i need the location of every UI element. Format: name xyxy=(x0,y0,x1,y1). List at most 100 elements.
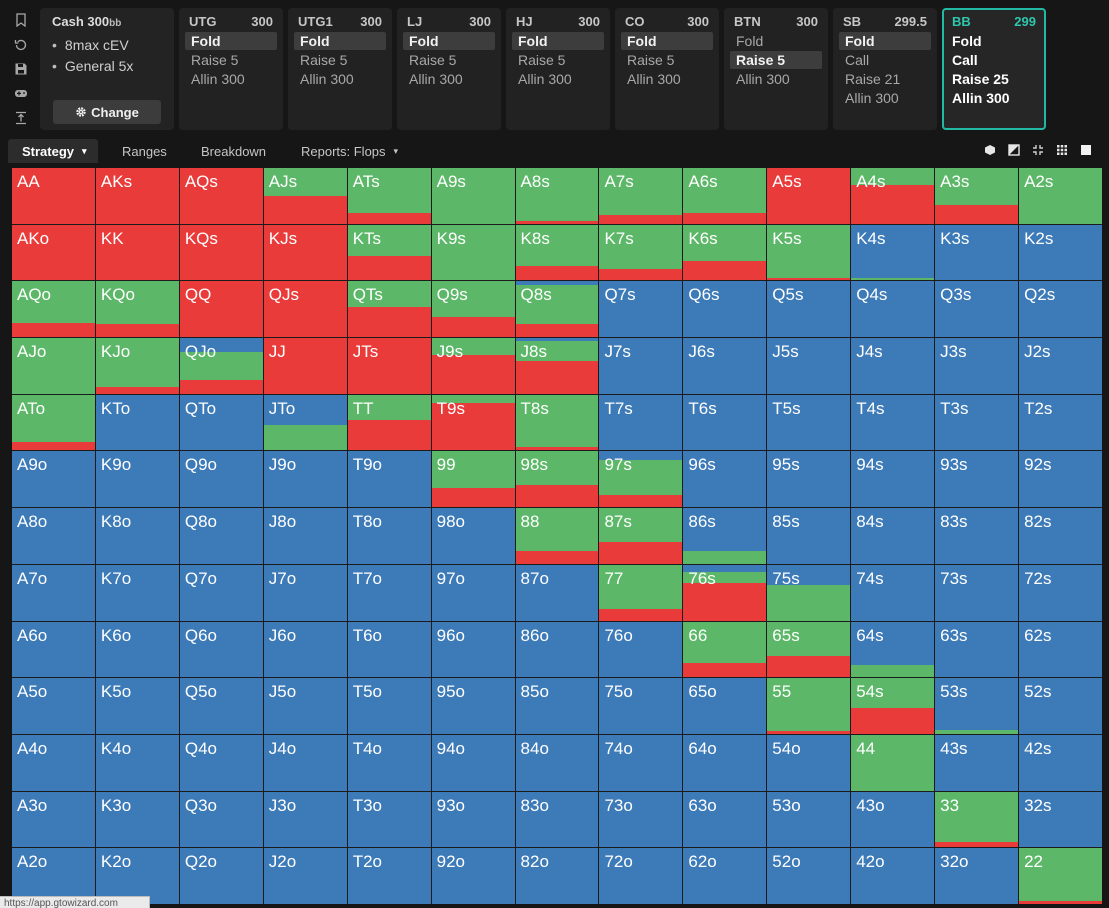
hand-cell-62o[interactable]: 62o xyxy=(683,848,767,904)
hand-cell-aqs[interactable]: AQs xyxy=(179,168,263,224)
hand-cell-a6o[interactable]: A6o xyxy=(12,621,95,678)
hand-cell-k2o[interactable]: K2o xyxy=(95,848,179,904)
hand-cell-k8o[interactable]: K8o xyxy=(95,508,179,564)
hand-cell-85o[interactable]: 85o xyxy=(515,678,599,734)
action-option[interactable]: Fold xyxy=(512,32,604,50)
hand-cell-q3s[interactable]: Q3s xyxy=(935,281,1019,338)
hand-cell-j7o[interactable]: J7o xyxy=(263,564,347,621)
hand-cell-a4o[interactable]: A4o xyxy=(12,734,95,791)
hand-cell-55[interactable]: 55 xyxy=(767,678,851,734)
hand-cell-t5s[interactable]: T5s xyxy=(767,394,851,451)
hand-cell-j5s[interactable]: J5s xyxy=(767,338,851,394)
action-option[interactable]: Fold xyxy=(294,32,386,50)
hand-cell-83o[interactable]: 83o xyxy=(515,791,599,848)
hand-cell-k5o[interactable]: K5o xyxy=(95,678,179,734)
hand-cell-82o[interactable]: 82o xyxy=(515,848,599,904)
hand-cell-52o[interactable]: 52o xyxy=(767,848,851,904)
hand-cell-k4o[interactable]: K4o xyxy=(95,734,179,791)
hand-cell-q8s[interactable]: Q8s xyxy=(515,281,599,338)
hand-cell-84o[interactable]: 84o xyxy=(515,734,599,791)
hand-cell-a4s[interactable]: A4s xyxy=(851,168,935,224)
action-option[interactable]: Call xyxy=(845,52,870,68)
hand-cell-qq[interactable]: QQ xyxy=(179,281,263,338)
hand-cell-k5s[interactable]: K5s xyxy=(767,224,851,281)
hand-cell-j9s[interactable]: J9s xyxy=(431,338,515,394)
action-option[interactable]: Fold xyxy=(621,32,713,50)
hand-cell-65s[interactable]: 65s xyxy=(767,621,851,678)
action-option[interactable]: Fold xyxy=(185,32,277,50)
tab-ranges[interactable]: Ranges xyxy=(122,139,167,163)
hand-cell-75o[interactable]: 75o xyxy=(599,678,683,734)
action-option[interactable]: Raise 5 xyxy=(627,52,675,68)
change-button[interactable]: Change xyxy=(53,100,161,124)
hand-cell-q9s[interactable]: Q9s xyxy=(431,281,515,338)
action-option[interactable]: Raise 5 xyxy=(518,52,566,68)
hand-cell-92o[interactable]: 92o xyxy=(431,848,515,904)
hand-cell-qts[interactable]: QTs xyxy=(347,281,431,338)
hand-cell-t8o[interactable]: T8o xyxy=(347,508,431,564)
position-panel-hj[interactable]: HJ 300 Fold Raise 5 Allin 300 xyxy=(506,8,610,130)
hand-cell-ajo[interactable]: AJo xyxy=(12,338,95,394)
hand-cell-jto[interactable]: JTo xyxy=(263,394,347,451)
hand-cell-93o[interactable]: 93o xyxy=(431,791,515,848)
hand-cell-97s[interactable]: 97s xyxy=(599,451,683,508)
hand-cell-t4s[interactable]: T4s xyxy=(851,394,935,451)
hand-cell-qto[interactable]: QTo xyxy=(179,394,263,451)
hand-cell-72o[interactable]: 72o xyxy=(599,848,683,904)
action-option[interactable]: Raise 5 xyxy=(300,52,348,68)
hand-cell-t3o[interactable]: T3o xyxy=(347,791,431,848)
hand-cell-t6o[interactable]: T6o xyxy=(347,621,431,678)
hand-cell-q7s[interactable]: Q7s xyxy=(599,281,683,338)
action-option[interactable]: Fold xyxy=(736,33,764,49)
hand-cell-jts[interactable]: JTs xyxy=(347,338,431,394)
hand-cell-kto[interactable]: KTo xyxy=(95,394,179,451)
hand-cell-a8s[interactable]: A8s xyxy=(515,168,599,224)
hand-cell-54s[interactable]: 54s xyxy=(851,678,935,734)
hand-cell-q5s[interactable]: Q5s xyxy=(767,281,851,338)
hand-cell-66[interactable]: 66 xyxy=(683,621,767,678)
hand-cell-t8s[interactable]: T8s xyxy=(515,394,599,451)
hand-cell-86s[interactable]: 86s xyxy=(683,508,767,564)
hand-cell-k6o[interactable]: K6o xyxy=(95,621,179,678)
hand-cell-q2s[interactable]: Q2s xyxy=(1019,281,1102,338)
position-panel-utg1[interactable]: UTG1 300 Fold Raise 5 Allin 300 xyxy=(288,8,392,130)
position-panel-bb[interactable]: BB 299 Fold Call Raise 25 Allin 300 xyxy=(942,8,1046,130)
hand-cell-t3s[interactable]: T3s xyxy=(935,394,1019,451)
hand-cell-a2o[interactable]: A2o xyxy=(12,848,95,904)
square-icon[interactable] xyxy=(1076,141,1096,159)
hand-cell-98o[interactable]: 98o xyxy=(431,508,515,564)
hand-cell-ato[interactable]: ATo xyxy=(12,394,95,451)
hand-cell-63s[interactable]: 63s xyxy=(935,621,1019,678)
position-panel-lj[interactable]: LJ 300 Fold Raise 5 Allin 300 xyxy=(397,8,501,130)
hand-cell-j6s[interactable]: J6s xyxy=(683,338,767,394)
hand-cell-j8o[interactable]: J8o xyxy=(263,508,347,564)
action-option[interactable]: Allin 300 xyxy=(518,71,572,87)
hand-cell-q5o[interactable]: Q5o xyxy=(179,678,263,734)
hand-cell-64s[interactable]: 64s xyxy=(851,621,935,678)
hand-cell-a3s[interactable]: A3s xyxy=(935,168,1019,224)
hand-cell-ajs[interactable]: AJs xyxy=(263,168,347,224)
hand-cell-j9o[interactable]: J9o xyxy=(263,451,347,508)
gamepad-icon[interactable] xyxy=(13,85,29,101)
hand-cell-t4o[interactable]: T4o xyxy=(347,734,431,791)
action-option[interactable]: Allin 300 xyxy=(845,90,899,106)
hand-cell-aks[interactable]: AKs xyxy=(95,168,179,224)
hand-cell-j2s[interactable]: J2s xyxy=(1019,338,1102,394)
hand-cell-74o[interactable]: 74o xyxy=(599,734,683,791)
hand-cell-q9o[interactable]: Q9o xyxy=(179,451,263,508)
hand-cell-kqo[interactable]: KQo xyxy=(95,281,179,338)
hand-cell-jj[interactable]: JJ xyxy=(263,338,347,394)
hand-cell-t6s[interactable]: T6s xyxy=(683,394,767,451)
compact-icon[interactable] xyxy=(1028,141,1048,159)
hand-cell-j3s[interactable]: J3s xyxy=(935,338,1019,394)
hand-cell-a6s[interactable]: A6s xyxy=(683,168,767,224)
hand-cell-j6o[interactable]: J6o xyxy=(263,621,347,678)
hand-cell-j5o[interactable]: J5o xyxy=(263,678,347,734)
hand-cell-t2s[interactable]: T2s xyxy=(1019,394,1102,451)
action-option[interactable]: Allin 300 xyxy=(300,71,354,87)
hand-cell-95s[interactable]: 95s xyxy=(767,451,851,508)
hand-cell-a7s[interactable]: A7s xyxy=(599,168,683,224)
hand-cell-a9s[interactable]: A9s xyxy=(431,168,515,224)
position-panel-sb[interactable]: SB 299.5 Fold Call Raise 21 Allin 300 xyxy=(833,8,937,130)
hand-cell-a5s[interactable]: A5s xyxy=(767,168,851,224)
